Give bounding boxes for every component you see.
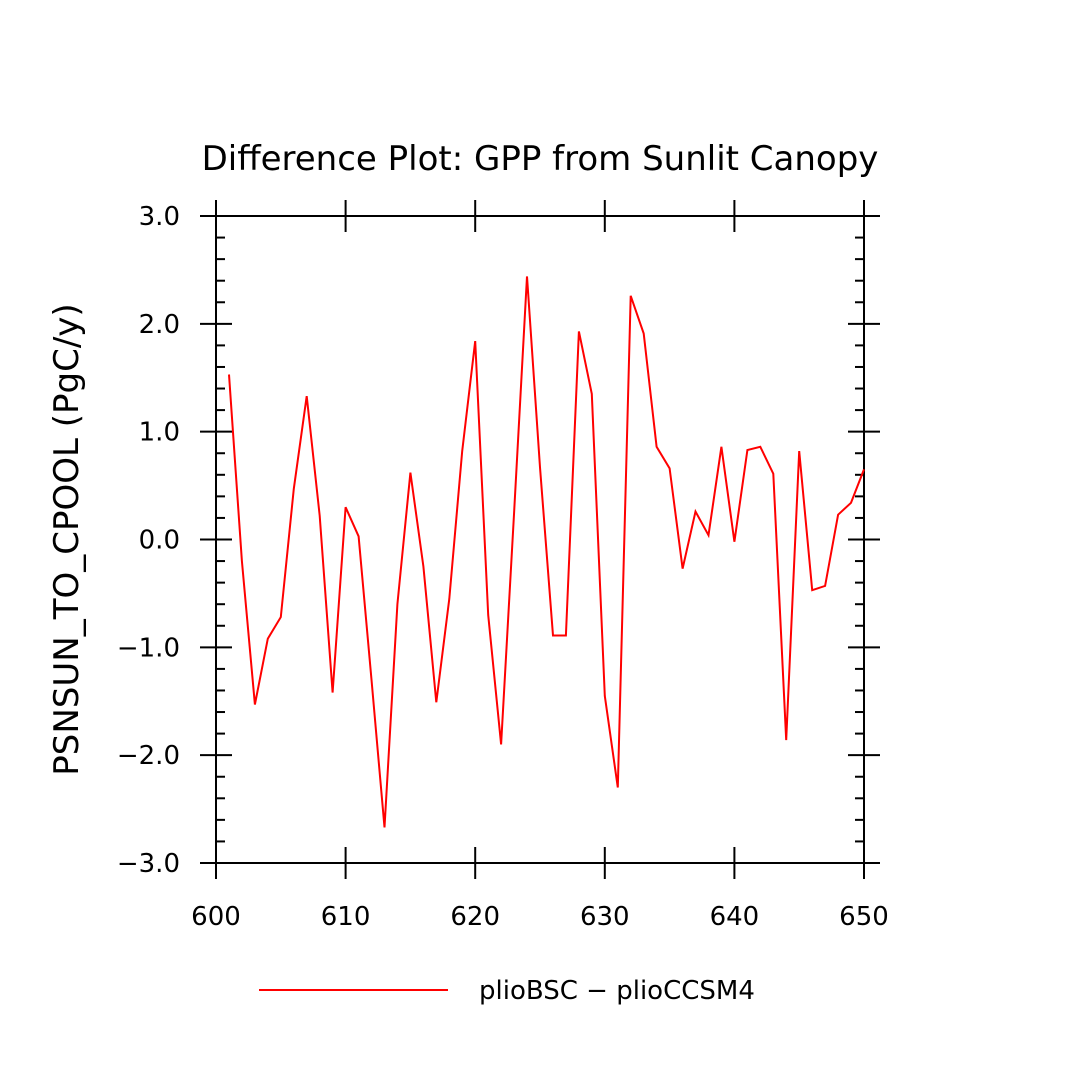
axis-tick-labels: 600 610 620 630 640 650 3.0 2.0 1.0 0.0 −1.0 −2.0 −3… xyxy=(117,202,889,932)
x-tick-label: 600 xyxy=(191,902,241,932)
x-tick-label: 620 xyxy=(450,902,500,932)
y-tick-label: −3.0 xyxy=(117,849,180,879)
plot-frame xyxy=(215,215,865,864)
axis-ticks xyxy=(200,200,880,879)
y-tick-label: 3.0 xyxy=(139,202,180,232)
x-tick-label: 640 xyxy=(710,902,760,932)
legend-label: plioBSC − plioCCSM4 xyxy=(479,976,755,1006)
y-tick-label: 1.0 xyxy=(139,418,180,448)
x-tick-label: 610 xyxy=(321,902,371,932)
y-tick-label: 2.0 xyxy=(139,310,180,340)
y-tick-label: −1.0 xyxy=(117,633,180,663)
legend: plioBSC − plioCCSM4 xyxy=(259,976,755,1006)
chart-title: Difference Plot: GPP from Sunlit Canopy xyxy=(202,139,879,179)
y-tick-label: 0.0 xyxy=(139,526,180,556)
series-layer xyxy=(228,276,865,828)
series-line xyxy=(228,276,865,828)
y-axis-label: PSNSUN_TO_CPOOL (PgC/y) xyxy=(47,303,87,775)
x-tick-label: 650 xyxy=(839,902,889,932)
y-tick-label: −2.0 xyxy=(117,741,180,771)
x-tick-label: 630 xyxy=(580,902,630,932)
